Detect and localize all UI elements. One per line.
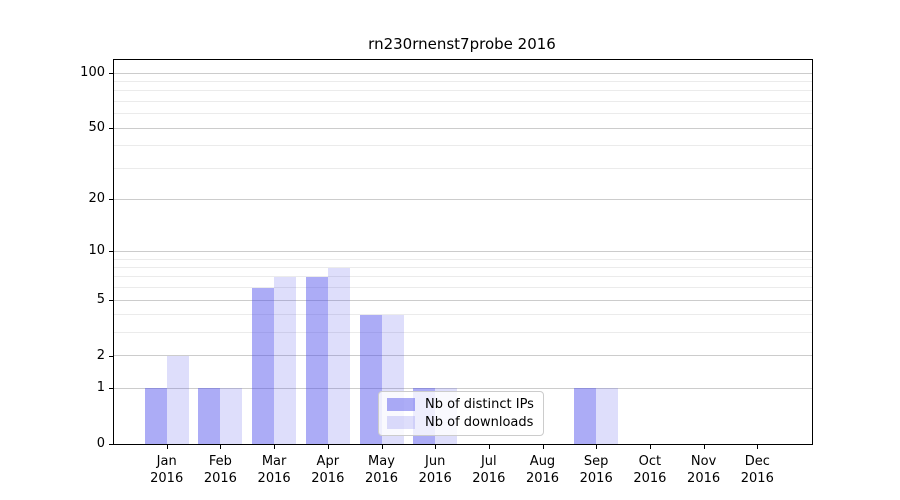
y-tick-label: 5 [96, 292, 105, 307]
gridline-major [114, 127, 812, 129]
bar-downloads [327, 267, 350, 444]
legend-swatch-downloads [387, 416, 415, 429]
bar-distinct-ips [144, 388, 167, 444]
x-tick-label: Feb 2016 [203, 454, 237, 486]
gridline-minor [114, 113, 812, 115]
bar-downloads [596, 388, 619, 444]
y-tick-label: 10 [88, 243, 105, 259]
y-tick-mark [109, 128, 113, 130]
x-tick-mark [596, 445, 598, 449]
y-tick-mark [109, 388, 113, 390]
x-tick-label: May 2016 [364, 454, 399, 486]
x-tick-label: Jul 2016 [472, 454, 506, 486]
x-tick-mark [542, 445, 544, 449]
x-tick-label: Nov 2016 [687, 454, 721, 486]
bar-distinct-ips [305, 276, 328, 444]
x-tick-mark [381, 445, 383, 449]
y-tick-label: 50 [88, 120, 105, 136]
x-tick-mark [166, 445, 168, 449]
bar-distinct-ips [359, 314, 382, 444]
gridline-minor [114, 314, 812, 316]
x-tick-mark [327, 445, 329, 449]
gridline-minor [114, 267, 812, 268]
plot-area [113, 59, 813, 445]
gridline-minor [114, 101, 812, 102]
gridline-major [114, 355, 812, 357]
x-tick-label: Oct 2016 [633, 454, 667, 486]
legend-label: Nb of downloads [425, 415, 534, 430]
legend-item: Nb of downloads [387, 415, 537, 430]
gridline-minor [114, 287, 812, 289]
bar-downloads [220, 388, 243, 444]
bar-distinct-ips [574, 388, 597, 444]
x-tick-mark [220, 445, 222, 449]
x-tick-label: Jun 2016 [418, 454, 452, 486]
y-tick-label: 100 [80, 65, 105, 81]
gridline-minor [114, 276, 812, 278]
gridline-minor [114, 258, 812, 260]
y-tick-label: 1 [96, 380, 105, 396]
y-tick-label: 20 [88, 191, 105, 207]
x-tick-label: Apr 2016 [311, 454, 345, 486]
x-tick-mark [757, 445, 759, 449]
gridline-major [114, 198, 812, 200]
gridline-minor [114, 90, 812, 92]
y-tick-mark [109, 73, 113, 75]
bar-distinct-ips [252, 287, 275, 444]
x-tick-mark [703, 445, 705, 449]
gridline-major [114, 250, 812, 252]
gridline-major [114, 72, 812, 74]
y-tick-mark [109, 251, 113, 253]
gridline-major [114, 299, 812, 301]
chart-title: rn230rnenst7probe 2016 [368, 35, 556, 53]
gridline-minor [114, 81, 812, 83]
y-tick-mark [109, 300, 113, 301]
gridline-minor [114, 167, 812, 169]
x-tick-mark [435, 445, 437, 449]
bar-distinct-ips [198, 388, 221, 444]
bar-downloads [274, 276, 297, 444]
x-tick-mark [488, 445, 490, 449]
x-tick-label: Mar 2016 [257, 454, 291, 486]
bar-downloads [166, 355, 189, 444]
gridline-major [114, 387, 812, 389]
x-tick-label: Sep 2016 [579, 454, 613, 486]
y-tick-label: 2 [96, 347, 105, 363]
legend-item: Nb of distinct IPs [387, 397, 537, 412]
y-tick-label: 0 [96, 436, 105, 451]
y-tick-mark [109, 199, 113, 201]
x-tick-label: Aug 2016 [525, 454, 560, 486]
x-tick-label: Jan 2016 [150, 454, 184, 486]
y-tick-mark [109, 444, 113, 445]
legend-swatch-distinct-ips [387, 398, 415, 411]
x-tick-mark [274, 445, 276, 449]
x-tick-mark [649, 445, 651, 449]
legend-label: Nb of distinct IPs [425, 397, 534, 412]
legend: Nb of distinct IPs Nb of downloads [378, 391, 544, 436]
gridline-minor [114, 332, 812, 334]
y-tick-mark [109, 355, 113, 357]
gridline-minor [114, 145, 812, 147]
x-tick-label: Dec 2016 [740, 454, 774, 486]
